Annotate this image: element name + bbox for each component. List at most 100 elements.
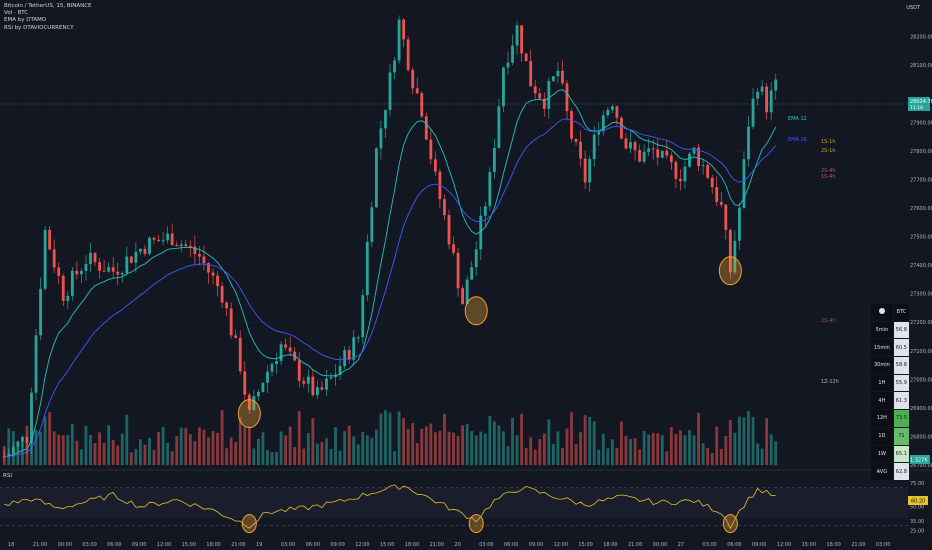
candle-body (225, 302, 229, 309)
volume-bar (334, 427, 337, 465)
volume-bar (579, 432, 583, 465)
candle-body (61, 275, 65, 301)
volume-bar (120, 433, 124, 465)
candle-body (556, 70, 560, 77)
time-tick-label: 03:00 (281, 542, 295, 548)
highlight-circle (237, 399, 261, 429)
rsi-line (4, 484, 776, 530)
volume-bar (524, 447, 528, 465)
ema-line-26 (4, 118, 777, 458)
candle-body (129, 256, 133, 263)
time-tick-label: 09:00 (132, 542, 146, 548)
volume-bar (170, 451, 174, 465)
side-label-pivot_e: 2S-4h (821, 318, 836, 324)
volume-bar (456, 436, 460, 465)
indicator-volume[interactable]: Vol · BTC (4, 10, 29, 17)
volume-bar (765, 418, 769, 465)
candle-body (411, 70, 415, 89)
candle-body (647, 148, 651, 152)
volume-bar (7, 428, 11, 465)
rsi-badge-value: 60.20 (911, 499, 925, 505)
candle-body (542, 98, 546, 109)
currency-label[interactable]: USDT (906, 5, 920, 11)
volume-bar (347, 425, 351, 465)
candle-body (443, 199, 446, 216)
rsi-table-symbol: BTC (892, 303, 911, 322)
volume-bar (606, 448, 610, 465)
volume-bar (420, 428, 424, 465)
candle-body (16, 441, 20, 447)
volume-bar (461, 425, 465, 465)
candle-body (238, 337, 242, 372)
timeframe-label: 12H (870, 409, 894, 428)
rsi-table-row: 1H 55.9 (870, 373, 911, 393)
volume-bar (279, 431, 283, 465)
time-axis[interactable]: 18 21:00 00:00 03:00 06:00 09:00 12:00 15:00 18:… (8, 542, 890, 548)
candle-body (48, 229, 52, 250)
candle-body (179, 244, 183, 247)
candle-body (615, 106, 619, 118)
price-axis[interactable]: 28200.00 28100.00 27900.00 27800.00 27700.00… (910, 35, 932, 535)
candle-body (175, 244, 179, 247)
volume-bar (402, 418, 406, 465)
time-tick-label: 03:00 (702, 542, 716, 548)
candle-body (2, 456, 6, 458)
time-tick-label: 18:00 (603, 542, 617, 548)
time-tick-label: 18:00 (826, 542, 840, 548)
volume-bar (361, 431, 365, 465)
time-tick-label: 21:00 (851, 542, 865, 548)
volume-bar (111, 439, 115, 465)
volume-bar (306, 433, 310, 465)
volume-bar (774, 441, 778, 465)
rsi-table-row: AVG 62.8 (870, 462, 911, 481)
volume-bar (565, 428, 569, 465)
candle-body (352, 337, 356, 360)
price-badge-box (908, 97, 930, 111)
candle-body (98, 262, 101, 271)
symbol-title[interactable]: Bitcoin / TetherUS, 15, BINANCE (4, 3, 92, 9)
volume-bar (551, 443, 555, 465)
candle-body (397, 19, 401, 61)
candle-body (751, 98, 755, 127)
volume-bar (674, 434, 678, 465)
volume-bar (216, 432, 219, 465)
volume-bar (225, 448, 229, 465)
candle-body (384, 109, 387, 129)
price-tick-label: 27600.00 (910, 206, 932, 212)
candle-body (207, 263, 210, 273)
price-badge-value: 28024.78 (910, 99, 932, 105)
candle-body (728, 229, 732, 273)
candle-body (697, 147, 700, 167)
candle-body (116, 271, 120, 275)
rsi-band (0, 488, 908, 518)
time-tick-label: 06:00 (107, 542, 121, 548)
rsi-pane-label[interactable]: RSI (3, 473, 12, 479)
candle-body (715, 187, 719, 202)
time-tick-label: 12:00 (157, 542, 171, 548)
candle-body (769, 90, 773, 113)
volume-bar (447, 431, 451, 465)
volume-bar (93, 442, 97, 465)
candle-body (43, 229, 47, 289)
rsi-value-cell: 62.8 (892, 462, 911, 481)
candle-body (247, 394, 251, 410)
volume-bar (443, 413, 446, 465)
indicator-rsi[interactable]: RSI by DTAVIOCURRENCY (4, 24, 74, 31)
volume-bar (166, 442, 170, 465)
candle-body (692, 147, 696, 154)
indicator-ema[interactable]: EMA by DTAMO (4, 17, 47, 24)
volume-bars (2, 410, 778, 465)
candle-body (379, 128, 383, 149)
volume-badge-value: 1.327K (910, 458, 928, 464)
candle-body (229, 308, 233, 336)
volume-bar (129, 452, 133, 465)
volume-bar (157, 431, 160, 465)
volume-bar (633, 438, 637, 465)
candle-body (297, 360, 301, 381)
volume-bar (384, 410, 387, 465)
candle-body (483, 206, 487, 216)
candle-body (574, 138, 578, 142)
price-tick-label: 27500.00 (910, 235, 932, 241)
